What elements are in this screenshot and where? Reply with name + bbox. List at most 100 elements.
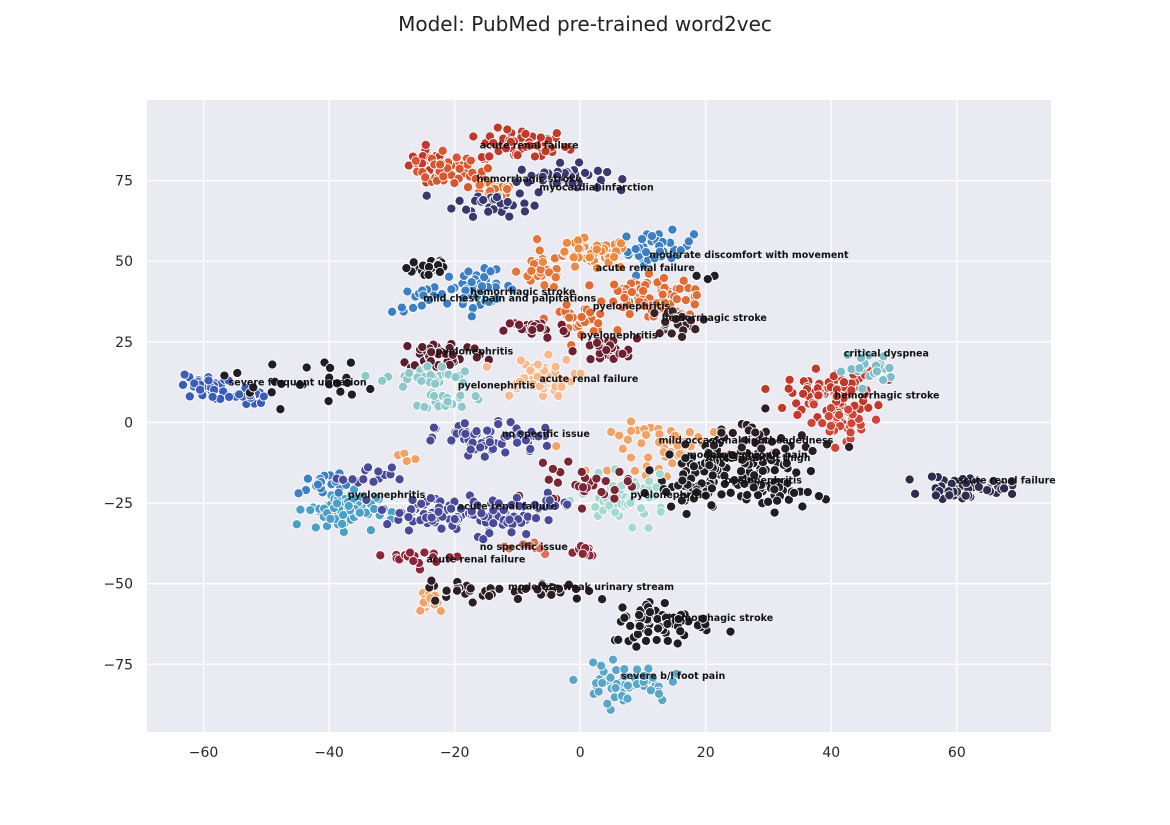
data-point	[857, 383, 868, 394]
data-point	[639, 487, 650, 499]
point-annotation: hemorrhagic stroke	[662, 313, 767, 324]
data-point	[617, 174, 628, 185]
data-point	[770, 447, 782, 458]
data-point	[727, 427, 738, 439]
data-point	[500, 447, 511, 458]
data-point	[654, 468, 665, 479]
data-point	[688, 461, 699, 472]
data-point	[404, 368, 415, 379]
data-point	[719, 478, 730, 490]
data-point	[514, 501, 525, 512]
data-point	[661, 486, 672, 498]
data-point	[878, 351, 889, 362]
data-point	[644, 465, 655, 476]
data-point	[654, 246, 665, 257]
data-point	[472, 500, 483, 511]
data-point	[567, 346, 578, 357]
point-annotation: moderate weak urinary stream	[508, 582, 674, 593]
data-point	[207, 391, 218, 402]
data-point	[639, 300, 650, 311]
data-point	[675, 626, 686, 637]
data-point	[843, 404, 854, 415]
data-point	[515, 355, 527, 366]
data-point	[466, 506, 477, 517]
data-point	[672, 638, 683, 649]
data-point	[293, 488, 304, 499]
data-point	[646, 231, 658, 242]
data-point	[609, 484, 620, 496]
data-point	[394, 474, 405, 485]
data-point	[685, 315, 697, 326]
data-point	[436, 361, 448, 372]
data-point	[806, 417, 817, 428]
data-point	[835, 366, 847, 377]
data-point	[443, 271, 455, 282]
data-point	[596, 486, 607, 498]
data-point	[607, 654, 619, 665]
data-point	[567, 178, 578, 189]
data-point	[769, 465, 780, 476]
data-point	[362, 462, 374, 473]
data-point	[505, 417, 516, 428]
data-point	[643, 268, 654, 279]
data-point	[456, 401, 467, 412]
data-point	[516, 164, 527, 175]
data-point	[644, 476, 655, 487]
data-point	[680, 439, 691, 450]
data-point	[805, 466, 816, 477]
plot-background	[147, 100, 1051, 732]
data-point	[781, 458, 792, 469]
data-point	[634, 609, 645, 621]
data-point	[467, 211, 479, 222]
data-point	[584, 585, 595, 597]
data-point	[483, 206, 494, 217]
data-point	[649, 253, 660, 264]
data-point	[725, 487, 736, 498]
data-point	[725, 626, 736, 637]
data-point	[568, 252, 579, 263]
data-point	[627, 522, 638, 533]
data-point	[532, 584, 543, 595]
data-point	[802, 487, 813, 498]
data-point	[569, 261, 581, 272]
data-point	[678, 275, 689, 286]
data-point	[537, 256, 548, 268]
data-point	[302, 473, 313, 484]
data-point	[766, 436, 778, 447]
data-point	[681, 508, 692, 520]
y-tick-label: −50	[103, 577, 133, 593]
data-point	[622, 680, 633, 691]
point-annotation: pyelonephritis	[436, 347, 514, 358]
data-point	[622, 476, 633, 487]
data-point	[652, 613, 663, 625]
data-point	[609, 251, 620, 263]
data-point	[617, 602, 628, 613]
data-point	[431, 556, 442, 567]
data-point	[539, 374, 550, 385]
data-point	[691, 487, 702, 498]
data-point	[401, 456, 412, 467]
data-point	[345, 357, 356, 368]
data-point	[615, 262, 626, 273]
data-point	[504, 390, 515, 401]
x-tick-label: 40	[822, 745, 840, 761]
data-point	[631, 333, 643, 344]
data-point	[450, 372, 461, 383]
data-point	[622, 434, 633, 445]
data-point	[484, 528, 495, 539]
data-point	[537, 171, 548, 182]
point-annotation: mild occasional lightheadedness	[659, 435, 834, 446]
axis-tick-labels: −60 −40 −20 0 20 40 60 −75 −50 −25 0 25 50 75	[103, 174, 965, 761]
data-point	[232, 367, 243, 379]
data-point	[625, 452, 636, 463]
data-point	[467, 597, 478, 608]
data-point	[485, 266, 496, 277]
data-point	[640, 247, 652, 258]
data-point	[530, 513, 542, 524]
data-point	[643, 522, 654, 534]
data-point	[524, 140, 535, 151]
data-point	[189, 378, 200, 389]
data-point	[365, 383, 376, 395]
data-point	[519, 206, 530, 217]
